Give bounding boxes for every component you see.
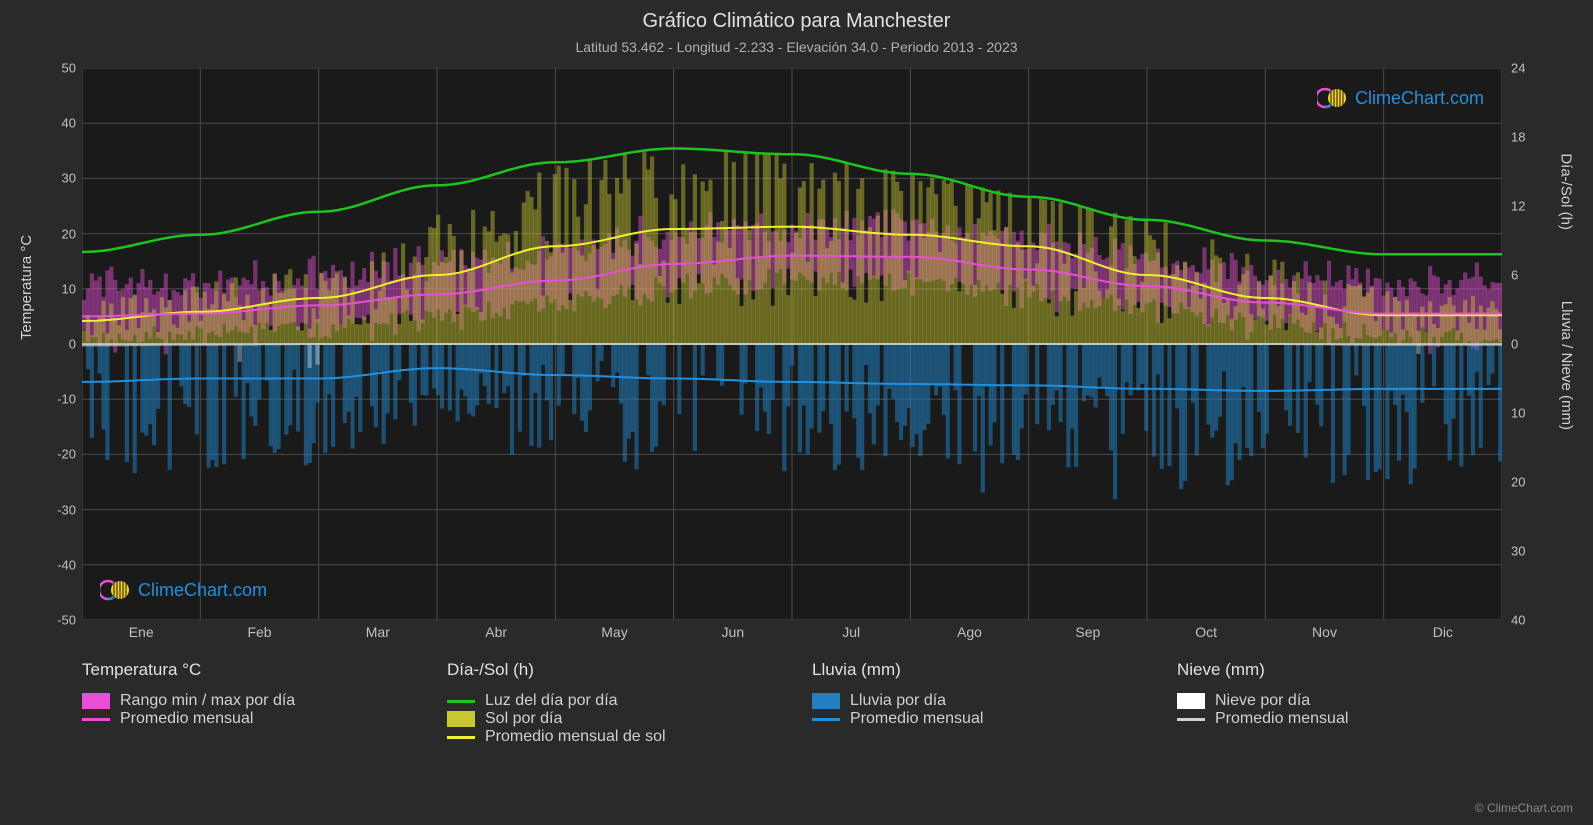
legend-line-icon (447, 736, 475, 739)
legend-item-label: Promedio mensual (1215, 710, 1348, 728)
xtick-month: Oct (1195, 624, 1217, 640)
brand-logo-text: ClimeChart.com (1355, 88, 1484, 109)
legend-item: Luz del día por día (447, 692, 772, 710)
legend-header: Día-/Sol (h) (447, 660, 772, 680)
brand-logo-top: ClimeChart.com (1317, 86, 1484, 110)
legend-item: Lluvia por día (812, 692, 1137, 710)
xtick-month: Abr (485, 624, 507, 640)
legend-item: Sol por día (447, 710, 772, 728)
legend-item-label: Sol por día (485, 710, 562, 728)
legend-swatch-icon (82, 693, 110, 709)
legend-line-icon (447, 700, 475, 703)
ytick-left: -40 (50, 557, 76, 572)
xtick-month: Jul (842, 624, 860, 640)
chart-subtitle: Latitud 53.462 - Longitud -2.233 - Eleva… (0, 33, 1593, 55)
ytick-left: -20 (50, 447, 76, 462)
xtick-month: Jun (722, 624, 745, 640)
legend-line-icon (812, 718, 840, 721)
legend-item: Rango min / max por día (82, 692, 407, 710)
legend-line-icon (1177, 718, 1205, 721)
chart-plot-area: ClimeChart.com ClimeChart.com (82, 68, 1502, 620)
brand-logo-bottom: ClimeChart.com (100, 578, 267, 602)
ytick-right: 0 (1511, 337, 1533, 352)
xtick-month: Nov (1312, 624, 1337, 640)
ytick-right: 12 (1511, 199, 1533, 214)
ytick-left: -30 (50, 502, 76, 517)
legend-item-label: Promedio mensual de sol (485, 728, 666, 746)
legend-item-label: Nieve por día (1215, 692, 1310, 710)
brand-logo-icon (1317, 86, 1349, 110)
xtick-month: Dic (1433, 624, 1453, 640)
xtick-month: May (601, 624, 627, 640)
xtick-month: Feb (247, 624, 271, 640)
ytick-left: 0 (50, 337, 76, 352)
legend-col-snow: Nieve (mm) Nieve por díaPromedio mensual (1177, 660, 1502, 746)
legend-item-label: Promedio mensual (850, 710, 983, 728)
legend-item-label: Promedio mensual (120, 710, 253, 728)
ytick-right: 24 (1511, 61, 1533, 76)
xtick-month: Ene (129, 624, 154, 640)
legend-item-label: Lluvia por día (850, 692, 946, 710)
legend-header: Nieve (mm) (1177, 660, 1502, 680)
ytick-left: -10 (50, 392, 76, 407)
legend-col-temperature: Temperatura °C Rango min / max por díaPr… (82, 660, 407, 746)
brand-logo-icon (100, 578, 132, 602)
legend-swatch-icon (812, 693, 840, 709)
legend-item-label: Rango min / max por día (120, 692, 295, 710)
xtick-month: Mar (366, 624, 390, 640)
ytick-left: 40 (50, 116, 76, 131)
xtick-month: Sep (1075, 624, 1100, 640)
y-axis-right-bottom-label: Lluvia / Nieve (mm) (1558, 301, 1575, 430)
copyright-text: © ClimeChart.com (1475, 801, 1573, 815)
legend-swatch-icon (447, 711, 475, 727)
legend-item: Promedio mensual (82, 710, 407, 728)
ytick-right: 40 (1511, 613, 1533, 628)
ytick-right: 10 (1511, 406, 1533, 421)
legend-item: Promedio mensual (1177, 710, 1502, 728)
legend-item: Promedio mensual (812, 710, 1137, 728)
ytick-right: 18 (1511, 130, 1533, 145)
chart-legend: Temperatura °C Rango min / max por díaPr… (82, 660, 1502, 746)
legend-item-label: Luz del día por día (485, 692, 618, 710)
legend-header: Lluvia (mm) (812, 660, 1137, 680)
legend-swatch-icon (1177, 693, 1205, 709)
ytick-right: 30 (1511, 544, 1533, 559)
legend-header: Temperatura °C (82, 660, 407, 680)
ytick-left: 50 (50, 61, 76, 76)
ytick-left: 30 (50, 171, 76, 186)
legend-col-daylight: Día-/Sol (h) Luz del día por díaSol por … (447, 660, 772, 746)
xtick-month: Ago (957, 624, 982, 640)
ytick-right: 20 (1511, 475, 1533, 490)
legend-item: Nieve por día (1177, 692, 1502, 710)
ytick-left: 10 (50, 281, 76, 296)
ytick-left: 20 (50, 226, 76, 241)
legend-col-rain: Lluvia (mm) Lluvia por díaPromedio mensu… (812, 660, 1137, 746)
y-axis-left-label: Temperatura °C (18, 235, 35, 340)
legend-line-icon (82, 718, 110, 721)
chart-title: Gráfico Climático para Manchester (0, 0, 1593, 33)
ytick-left: -50 (50, 613, 76, 628)
ytick-right: 6 (1511, 268, 1533, 283)
y-axis-right-top-label: Día-/Sol (h) (1558, 153, 1575, 230)
legend-item: Promedio mensual de sol (447, 728, 772, 746)
brand-logo-text: ClimeChart.com (138, 580, 267, 601)
